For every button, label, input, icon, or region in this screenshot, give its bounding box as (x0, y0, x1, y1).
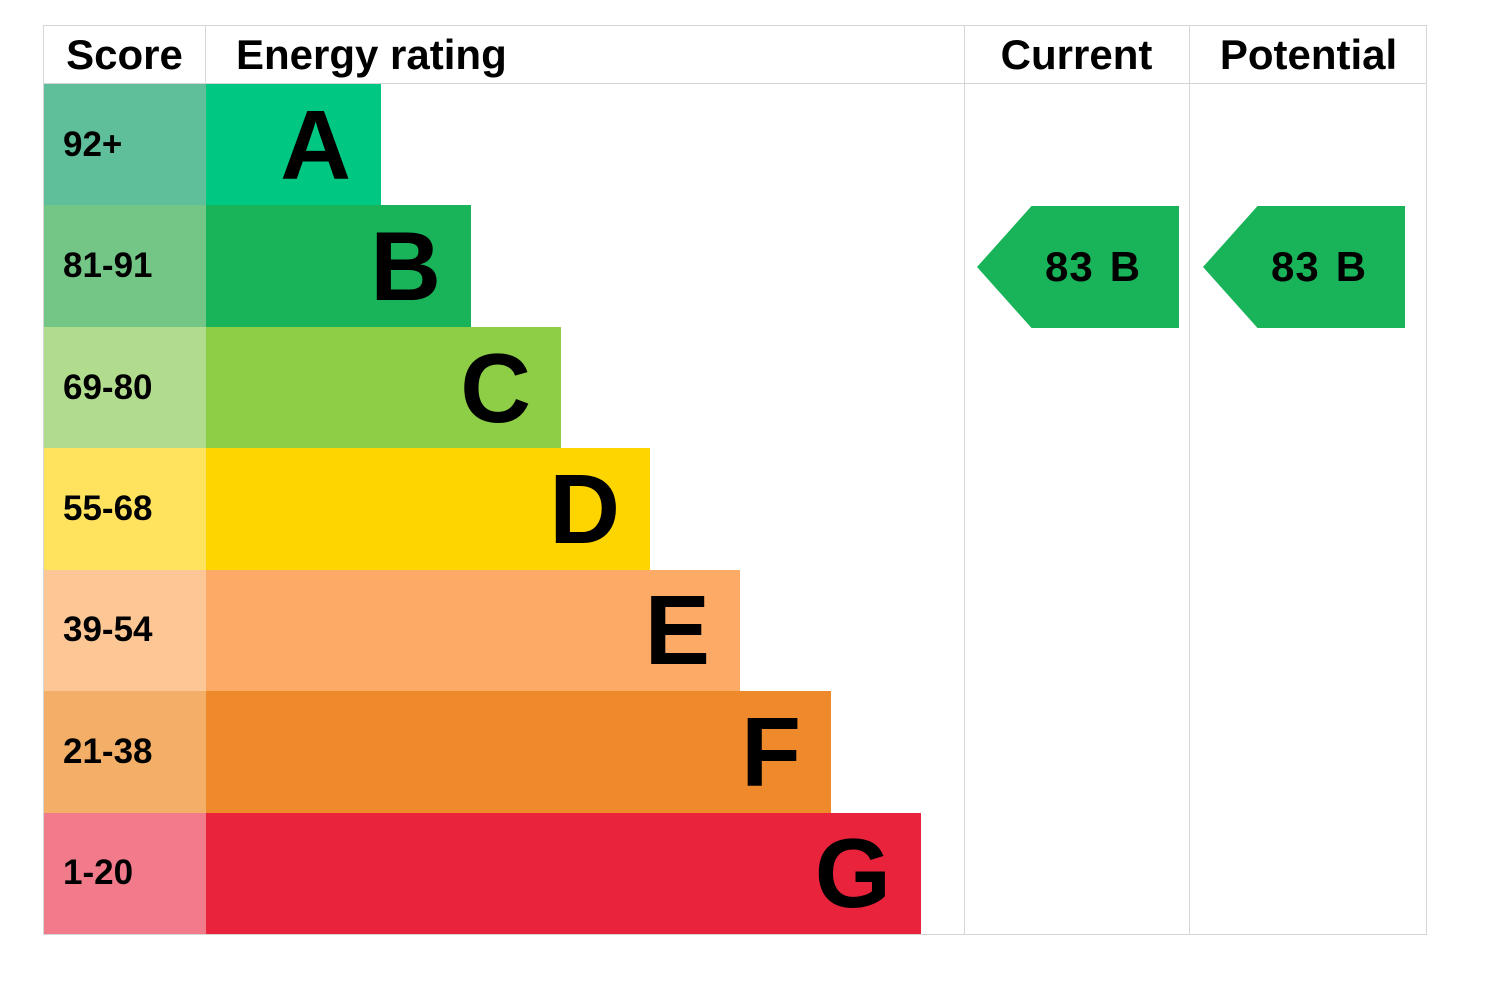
potential-rating-band: B (1335, 243, 1368, 290)
band-bar-c: C (206, 326, 561, 449)
score-range-g: 1-20 (44, 812, 206, 934)
band-row-g: 1-20 G (44, 812, 964, 934)
score-range-f: 21-38 (44, 691, 206, 813)
score-range-c: 69-80 (44, 326, 206, 449)
energy-rating-column-header: Energy rating (236, 31, 507, 78)
current-column-divider (964, 26, 965, 934)
band-row-d: 55-68 D (44, 448, 964, 570)
table-header-row: Score Energy rating Current Potential (44, 26, 1426, 84)
band-bar-b: B (206, 205, 471, 327)
score-range-b: 81-91 (44, 205, 206, 327)
score-column-header: Score (44, 26, 206, 84)
band-bar-g: G (206, 812, 921, 934)
band-row-e: 39-54 E (44, 569, 964, 692)
current-column-header: Current (1000, 31, 1153, 78)
score-range-e: 39-54 (44, 569, 206, 692)
band-rows: 92+ A 81-91 B 69-80 C 55-68 D 39-54 E 21… (44, 84, 964, 934)
band-row-c: 69-80 C (44, 326, 964, 449)
band-row-f: 21-38 F (44, 691, 964, 813)
band-row-b: 81-91 B (44, 205, 964, 327)
band-bar-d: D (206, 448, 650, 570)
band-row-a: 92+ A (44, 84, 964, 206)
potential-column-divider (1189, 26, 1190, 934)
current-rating-value: 83 (1044, 243, 1094, 290)
current-rating-arrow: 83 B (977, 206, 1179, 328)
epc-rating-chart: Score Energy rating Current Potential 92… (43, 25, 1427, 935)
current-rating-band: B (1109, 243, 1142, 290)
band-bar-f: F (206, 691, 831, 813)
score-range-d: 55-68 (44, 448, 206, 570)
potential-column-header: Potential (1219, 31, 1398, 78)
potential-rating-value: 83 (1270, 243, 1320, 290)
potential-rating-arrow: 83 B (1203, 206, 1405, 328)
band-bar-a: A (206, 84, 381, 206)
band-bar-e: E (206, 569, 740, 692)
score-range-a: 92+ (44, 84, 206, 206)
